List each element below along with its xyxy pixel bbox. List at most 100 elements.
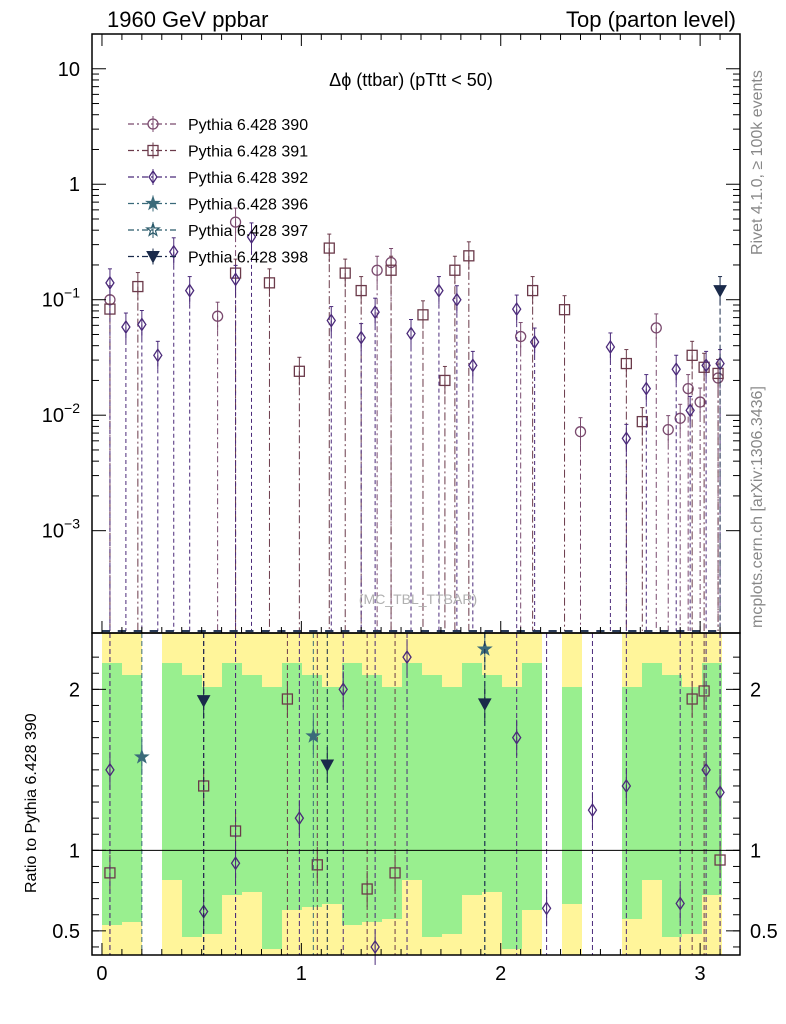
- data-point: [636, 415, 648, 428]
- green-band: [442, 687, 462, 934]
- data-point: [715, 356, 725, 371]
- ratio-point: [698, 685, 710, 697]
- ratio-point: [294, 810, 305, 826]
- green-band: [702, 663, 722, 895]
- main-plot-series: [101, 207, 727, 632]
- legend-label: Pythia 6.428 392: [188, 170, 308, 187]
- green-band: [562, 687, 582, 904]
- data-point: [515, 330, 527, 343]
- legend-label: Pythia 6.428 390: [188, 117, 308, 134]
- legend: Pythia 6.428 390 Pythia 6.428 391 Pythia 6…: [128, 116, 308, 267]
- data-point: [355, 284, 367, 297]
- ratio-point: [511, 730, 522, 745]
- y-tick-label: 1: [69, 174, 80, 196]
- green-band: [222, 663, 242, 895]
- data-point: [229, 216, 242, 228]
- legend-label: Pythia 6.428 398: [188, 250, 308, 267]
- data-point: [323, 242, 335, 254]
- y-tick-base: 1: [69, 174, 80, 196]
- ratio-point: [587, 802, 598, 818]
- data-point: [263, 277, 276, 289]
- data-point: [605, 339, 616, 355]
- data-point: [650, 322, 662, 334]
- series-391: [101, 233, 724, 632]
- plot-title: Δϕ (ttbar) (pTtt < 50): [329, 70, 493, 90]
- green-band: [522, 663, 542, 910]
- data-point: [712, 367, 724, 380]
- y-tick-exponent: −3: [64, 516, 80, 532]
- data-point: [694, 396, 706, 408]
- data-point: [371, 264, 383, 276]
- process-label: Top (parton level): [566, 7, 736, 32]
- data-point: [121, 319, 131, 335]
- ratio-point: [133, 748, 150, 764]
- data-point: [713, 285, 727, 298]
- x-tick-label: 2: [495, 963, 506, 985]
- green-band: [202, 687, 222, 934]
- ratio-point: [311, 859, 323, 871]
- data-point: [339, 267, 351, 279]
- ratio-series-392: [105, 633, 725, 965]
- ratio-point: [196, 695, 211, 708]
- data-point: [417, 309, 429, 321]
- data-point: [526, 284, 539, 297]
- green-band: [502, 687, 522, 949]
- ratio-point: [105, 762, 115, 778]
- analysis-watermark: (MC_TBL_TTBAR): [359, 591, 477, 607]
- green-band: [662, 675, 682, 937]
- green-band: [402, 663, 422, 880]
- legend-entry: Pythia 6.428 390: [128, 116, 308, 134]
- series-390: [101, 207, 724, 632]
- green-band: [322, 687, 342, 904]
- mcplots-label: mcplots.cern.ch [arXiv:1306.3436]: [749, 386, 766, 628]
- data-point: [641, 381, 652, 396]
- ratio-point: [305, 727, 322, 743]
- data-point: [674, 412, 686, 424]
- ratio-point: [675, 896, 685, 911]
- data-point: [701, 358, 711, 373]
- green-band: [262, 687, 282, 949]
- y-tick-label: 10−2: [42, 400, 80, 427]
- ratio-point: [477, 698, 492, 711]
- ratio-point: [541, 901, 552, 916]
- legend-marker: [148, 169, 158, 185]
- legend-entry: Pythia 6.428 398: [128, 248, 308, 267]
- data-point: [682, 382, 694, 395]
- y-tick-label: 10−3: [42, 516, 80, 543]
- data-point: [671, 362, 681, 377]
- data-point: [439, 374, 451, 387]
- data-point: [463, 250, 475, 262]
- y-tick-label: 10−1: [42, 285, 80, 312]
- ratio-point: [621, 778, 632, 794]
- y-tick-exponent: −2: [64, 400, 80, 416]
- green-band: [122, 675, 142, 922]
- data-point: [620, 357, 633, 370]
- x-tick-label: 0: [96, 963, 107, 985]
- ratio-y-tick-label-right: 2: [750, 679, 761, 701]
- legend-marker: [145, 221, 161, 237]
- ratio-y-tick-label: 0.5: [52, 921, 80, 943]
- data-point: [153, 348, 163, 363]
- ratio-series-398: [196, 633, 492, 955]
- y-tick-exponent: −1: [64, 285, 80, 301]
- ratio-y-tick-label-right: 0.5: [750, 921, 778, 943]
- legend-entry: Pythia 6.428 392: [128, 169, 308, 187]
- green-band: [102, 663, 122, 925]
- data-point: [105, 275, 115, 291]
- plot-frames: [91, 33, 741, 956]
- legend-marker: [147, 144, 159, 157]
- ratio-point: [338, 682, 349, 697]
- ratio-point: [686, 693, 698, 705]
- legend-marker: [145, 195, 161, 211]
- data-point: [686, 349, 698, 361]
- data-point: [406, 326, 416, 341]
- data-point: [574, 426, 587, 438]
- green-band: [342, 663, 362, 925]
- ratio-point: [701, 762, 711, 778]
- data-point: [511, 301, 522, 317]
- legend-marker: [146, 251, 160, 264]
- data-point: [211, 310, 224, 322]
- data-point: [370, 305, 380, 320]
